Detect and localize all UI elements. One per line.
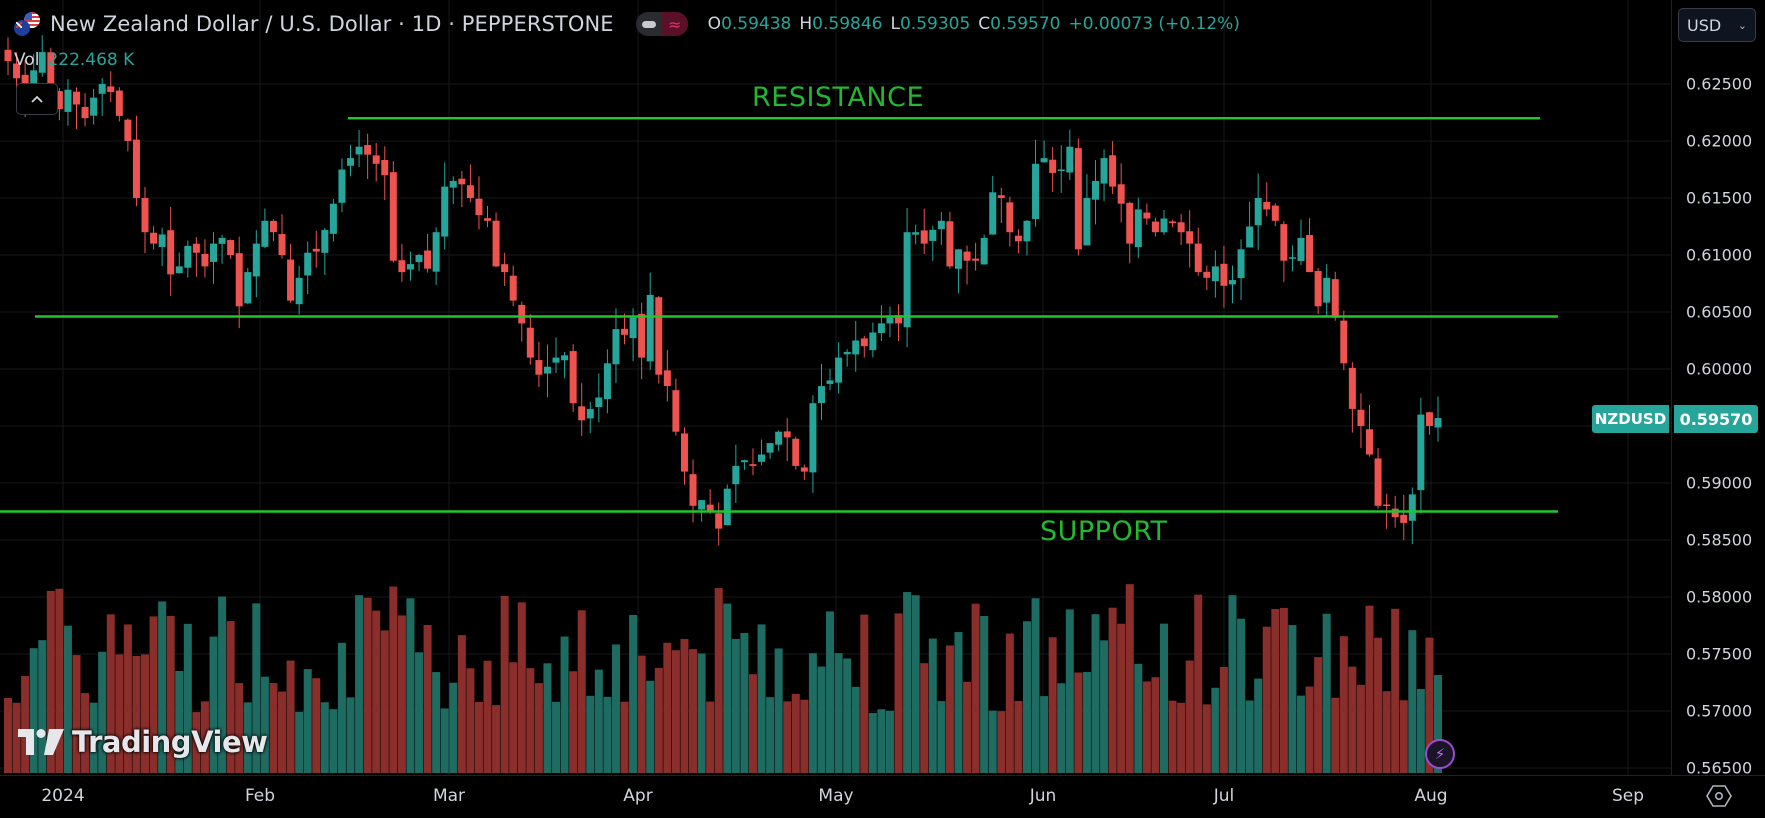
time-tick: Sep bbox=[1611, 786, 1645, 806]
chart-header: New Zealand Dollar / U.S. Dollar · 1D · … bbox=[14, 10, 1240, 38]
nz-flag-icon bbox=[14, 20, 30, 36]
currency-selector[interactable]: USD ⌄ bbox=[1678, 8, 1756, 42]
time-tick: Feb bbox=[244, 786, 276, 806]
low-value: 0.59305 bbox=[899, 14, 971, 34]
price-tick: 0.58500 bbox=[1686, 530, 1753, 550]
volume-label: Vol bbox=[14, 50, 40, 70]
minus-icon[interactable] bbox=[636, 12, 662, 36]
price-tick: 0.62000 bbox=[1686, 131, 1753, 151]
low-label: L bbox=[890, 14, 900, 34]
open-value: 0.59438 bbox=[721, 14, 792, 34]
price-chart[interactable] bbox=[0, 0, 1671, 775]
support-label: SUPPORT bbox=[1040, 516, 1168, 547]
price-tick: 0.57500 bbox=[1686, 644, 1753, 664]
price-tick: 0.58000 bbox=[1686, 587, 1753, 607]
settings-icon[interactable] bbox=[1705, 784, 1733, 808]
time-axis[interactable] bbox=[0, 775, 1765, 818]
approx-icon[interactable]: ≈ bbox=[661, 12, 688, 36]
close-value: 0.59570 bbox=[990, 14, 1061, 34]
nzd-usd-flags-icon bbox=[14, 10, 44, 38]
chevron-down-icon: ⌄ bbox=[1737, 18, 1747, 32]
high-value: 0.59846 bbox=[812, 14, 883, 34]
price-tick: 0.59000 bbox=[1686, 473, 1753, 493]
currency-value: USD bbox=[1687, 15, 1722, 35]
collapse-legend-button[interactable] bbox=[16, 83, 58, 115]
time-tick: Jun bbox=[1029, 786, 1057, 806]
time-tick: Jul bbox=[1213, 786, 1235, 806]
price-tick: 0.62500 bbox=[1686, 74, 1753, 94]
time-tick: May bbox=[818, 786, 854, 806]
tradingview-logo-icon bbox=[18, 729, 64, 755]
chevron-up-icon bbox=[31, 95, 43, 103]
price-tick: 0.60500 bbox=[1686, 302, 1753, 322]
ohlc-values: O0.59438 H0.59846 L0.59305 C0.59570 +0.0… bbox=[708, 14, 1240, 34]
time-tick: Mar bbox=[432, 786, 466, 806]
price-tick: 0.61500 bbox=[1686, 188, 1753, 208]
tradingview-logo[interactable]: TradingView bbox=[18, 725, 268, 759]
close-label: C bbox=[978, 14, 991, 34]
volume-legend: Vol 222.468 K bbox=[14, 50, 134, 70]
tradingview-logo-text: TradingView bbox=[72, 725, 268, 759]
price-tick: 0.57000 bbox=[1686, 701, 1753, 721]
last-price-symbol: NZDUSD bbox=[1592, 405, 1669, 433]
lightning-icon[interactable]: ⚡ bbox=[1425, 739, 1455, 769]
time-tick: 2024 bbox=[41, 786, 85, 806]
volume-value: 222.468 K bbox=[47, 50, 135, 70]
price-tick: 0.60000 bbox=[1686, 359, 1753, 379]
price-tick: 0.56500 bbox=[1686, 758, 1753, 778]
price-axis[interactable] bbox=[1671, 0, 1765, 775]
indicator-toggle[interactable]: ≈ bbox=[635, 12, 688, 36]
last-price-value: 0.59570 bbox=[1674, 405, 1758, 433]
open-label: O bbox=[707, 14, 722, 34]
change-value: +0.00073 (+0.12%) bbox=[1068, 14, 1240, 34]
time-tick: Aug bbox=[1414, 786, 1448, 806]
symbol-title[interactable]: New Zealand Dollar / U.S. Dollar · 1D · … bbox=[50, 12, 614, 36]
resistance-label: RESISTANCE bbox=[752, 82, 925, 113]
price-tick: 0.61000 bbox=[1686, 245, 1753, 265]
high-label: H bbox=[799, 14, 813, 34]
time-tick: Apr bbox=[623, 786, 653, 806]
